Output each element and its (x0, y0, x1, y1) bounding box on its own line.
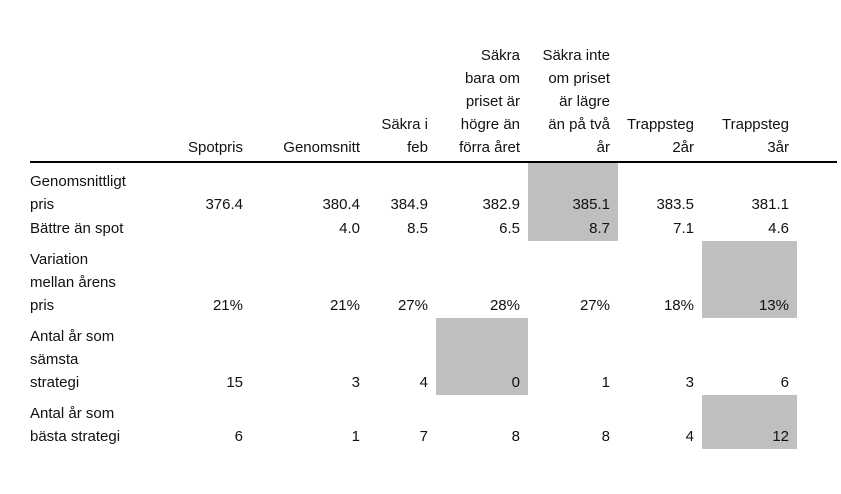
corner-cell (30, 44, 180, 163)
row-spacer (797, 395, 837, 449)
table-cell-highlighted: 0 (436, 318, 528, 395)
table-cell: 381.1 (751, 196, 789, 213)
column-header-sakra-inte-om-lagre: Säkra inte om priset är lägre än på två … (528, 44, 618, 163)
table-cell: 8.5 (407, 220, 428, 237)
table-cell: 7.1 (673, 220, 694, 237)
table-cell: 15 (226, 374, 243, 391)
table-cell: 28% (489, 297, 520, 314)
table-cell: 21% (329, 297, 360, 314)
table-cell: 6 (780, 374, 789, 391)
table-cell: 8 (511, 428, 520, 445)
table-cell-highlighted: 12 (702, 395, 797, 449)
column-header-sakra-i-feb: Säkra i feb (368, 44, 436, 163)
row-label: Antal år som sämsta strategi (30, 328, 115, 391)
table-cell: 382.9 (482, 196, 520, 213)
column-header-trappsteg-3ar: Trappsteg 3år (702, 44, 797, 163)
table-cell: 384.9 (390, 196, 428, 213)
row-label: Variation mellan årens pris (30, 251, 116, 314)
row-label: Genomsnittligt pris (30, 173, 126, 213)
header-row: Spotpris Genomsnitt Säkra i feb Säkra ba… (30, 44, 837, 163)
table-cell: 4 (419, 374, 428, 391)
table-row-battre-an-spot: Bättre än spot 4.0 8.5 6.5 8.7 7.1 4.6 (30, 217, 837, 241)
header-spacer (797, 44, 837, 163)
table-cell: 4.6 (768, 220, 789, 237)
table-cell: 1 (351, 428, 360, 445)
table-cell: 3 (351, 374, 360, 391)
table-cell: 4.0 (339, 220, 360, 237)
table-cell: 376.4 (205, 196, 243, 213)
table-cell: 3 (685, 374, 694, 391)
table-cell: 27% (397, 297, 428, 314)
row-label: Antal år som bästa strategi (30, 405, 121, 445)
table-cell: 383.5 (656, 196, 694, 213)
table-cell: 380.4 (322, 196, 360, 213)
table-cell: 7 (419, 428, 428, 445)
table-cell: 8 (601, 428, 610, 445)
column-header-sakra-bara-om-hogre: Säkra bara om priset är högre än förra å… (436, 44, 528, 163)
table-cell: 6 (234, 428, 243, 445)
table-row-basta-strategi: Antal år som bästa strategi 6 1 7 8 8 4 … (30, 395, 837, 449)
table-cell: 4 (685, 428, 694, 445)
column-header-spotpris: Spotpris (180, 44, 251, 163)
row-spacer (797, 241, 837, 318)
strategy-comparison-table: Spotpris Genomsnitt Säkra i feb Säkra ba… (30, 44, 837, 449)
table-row-variation: Variation mellan årens pris 21% 21% 27% … (30, 241, 837, 318)
table-cell: 6.5 (499, 220, 520, 237)
column-header-trappsteg-2ar: Trappsteg 2år (618, 44, 702, 163)
table-cell: 21% (212, 297, 243, 314)
row-label: Bättre än spot (30, 220, 124, 237)
table-cell: 1 (601, 374, 610, 391)
table-cell-highlighted: 13% (702, 241, 797, 318)
row-spacer (797, 162, 837, 217)
column-header-genomsnitt: Genomsnitt (251, 44, 368, 163)
table-cell-highlighted: 8.7 (528, 217, 618, 241)
table-cell: 27% (579, 297, 610, 314)
table-cell (180, 217, 251, 241)
table-row-genomsnittligt-pris: Genomsnittligt pris 376.4 380.4 384.9 38… (30, 162, 837, 217)
row-spacer (797, 318, 837, 395)
table-cell: 18% (663, 297, 694, 314)
table-row-samsta-strategi: Antal år som sämsta strategi 15 3 4 0 1 … (30, 318, 837, 395)
row-spacer (797, 217, 837, 241)
table-cell-highlighted: 385.1 (528, 162, 618, 217)
